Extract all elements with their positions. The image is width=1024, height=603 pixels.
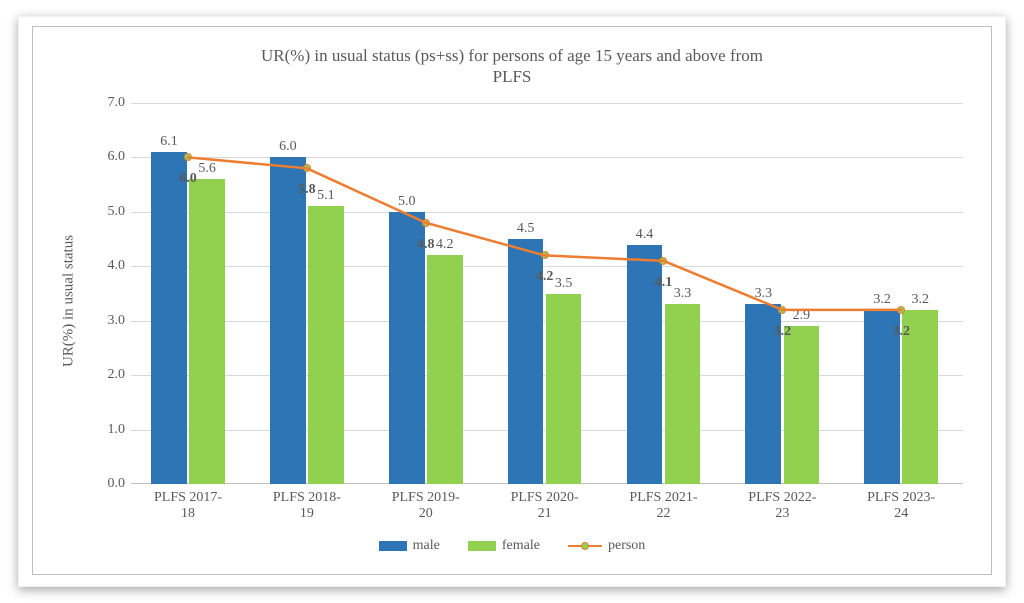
bar-female <box>427 255 463 484</box>
y-tick-label: 2.0 <box>85 367 125 383</box>
gridline <box>131 157 963 158</box>
line-label-person: 5.8 <box>298 182 316 198</box>
bar-label-male: 4.4 <box>636 227 654 243</box>
y-axis-title: UR(%) in usual status <box>61 234 78 366</box>
chart-card: UR(%) in usual status (ps+ss) for person… <box>18 16 1006 587</box>
chart-title: UR(%) in usual status (ps+ss) for person… <box>33 45 991 88</box>
x-category-label: PLFS 2022-23 <box>727 490 837 522</box>
y-tick-label: 6.0 <box>85 149 125 165</box>
line-marker-person <box>422 219 430 227</box>
legend-item-male: male <box>379 538 440 554</box>
bar-female <box>308 206 344 484</box>
x-category-label: PLFS 2020-21 <box>490 490 600 522</box>
bar-label-female: 5.1 <box>317 188 335 204</box>
line-label-person: 6.0 <box>179 171 197 187</box>
x-category-label: PLFS 2017-18 <box>133 490 243 522</box>
y-tick-label: 0.0 <box>85 476 125 492</box>
y-tick-label: 7.0 <box>85 95 125 111</box>
bar-label-male: 6.1 <box>160 134 178 150</box>
x-category-label: PLFS 2021-22 <box>608 490 718 522</box>
legend-swatch-person <box>568 539 602 553</box>
bar-label-female: 4.2 <box>436 237 454 253</box>
legend-item-female: female <box>468 538 540 554</box>
bar-label-female: 3.3 <box>674 286 692 302</box>
gridline <box>131 266 963 267</box>
stage: UR(%) in usual status (ps+ss) for person… <box>0 0 1024 603</box>
legend-swatch-male <box>379 541 407 551</box>
gridline <box>131 212 963 213</box>
bar-female <box>784 326 820 484</box>
line-label-person: 4.8 <box>417 237 435 253</box>
line-marker-person <box>184 153 192 161</box>
y-tick-label: 4.0 <box>85 258 125 274</box>
chart-inner-border: UR(%) in usual status (ps+ss) for person… <box>32 26 992 575</box>
x-category-label: PLFS 2019-20 <box>371 490 481 522</box>
y-tick-label: 1.0 <box>85 422 125 438</box>
line-marker-person <box>541 251 549 259</box>
bar-label-female: 2.9 <box>793 308 811 324</box>
bar-label-male: 6.0 <box>279 139 297 155</box>
legend-item-person: person <box>568 538 645 554</box>
chart-title-line1: UR(%) in usual status (ps+ss) for person… <box>261 46 763 65</box>
bar-label-male: 5.0 <box>398 194 416 210</box>
line-marker-person <box>778 306 786 314</box>
legend-swatch-person-marker <box>581 542 589 550</box>
line-marker-person <box>897 306 905 314</box>
bar-label-male: 3.3 <box>755 286 773 302</box>
bar-female <box>189 179 225 484</box>
bar-label-female: 5.6 <box>198 161 216 177</box>
x-category-label: PLFS 2023-24 <box>846 490 956 522</box>
line-label-person: 4.1 <box>655 275 673 291</box>
line-label-person: 4.2 <box>536 269 554 285</box>
line-marker-person <box>303 164 311 172</box>
legend-swatch-female <box>468 541 496 551</box>
chart-title-line2: PLFS <box>33 66 991 87</box>
y-tick-label: 5.0 <box>85 204 125 220</box>
bar-label-male: 4.5 <box>517 221 535 237</box>
bar-label-female: 3.5 <box>555 276 573 292</box>
y-tick-label: 3.0 <box>85 313 125 329</box>
bar-label-female: 3.2 <box>911 292 929 308</box>
legend-label-male: male <box>413 538 440 554</box>
legend: male female person <box>33 538 991 554</box>
bar-female <box>546 294 582 485</box>
x-category-label: PLFS 2018-19 <box>252 490 362 522</box>
bar-label-male: 3.2 <box>873 292 891 308</box>
legend-label-person: person <box>608 538 645 554</box>
bar-female <box>665 304 701 484</box>
line-label-person: 3.2 <box>892 324 910 340</box>
legend-label-female: female <box>502 538 540 554</box>
bar-male <box>151 152 187 484</box>
plot-area: 0.01.02.03.04.05.06.07.0PLFS 2017-18PLFS… <box>131 103 963 484</box>
line-marker-person <box>659 257 667 265</box>
gridline <box>131 103 963 104</box>
bar-male <box>270 157 306 484</box>
line-label-person: 3.2 <box>774 324 792 340</box>
